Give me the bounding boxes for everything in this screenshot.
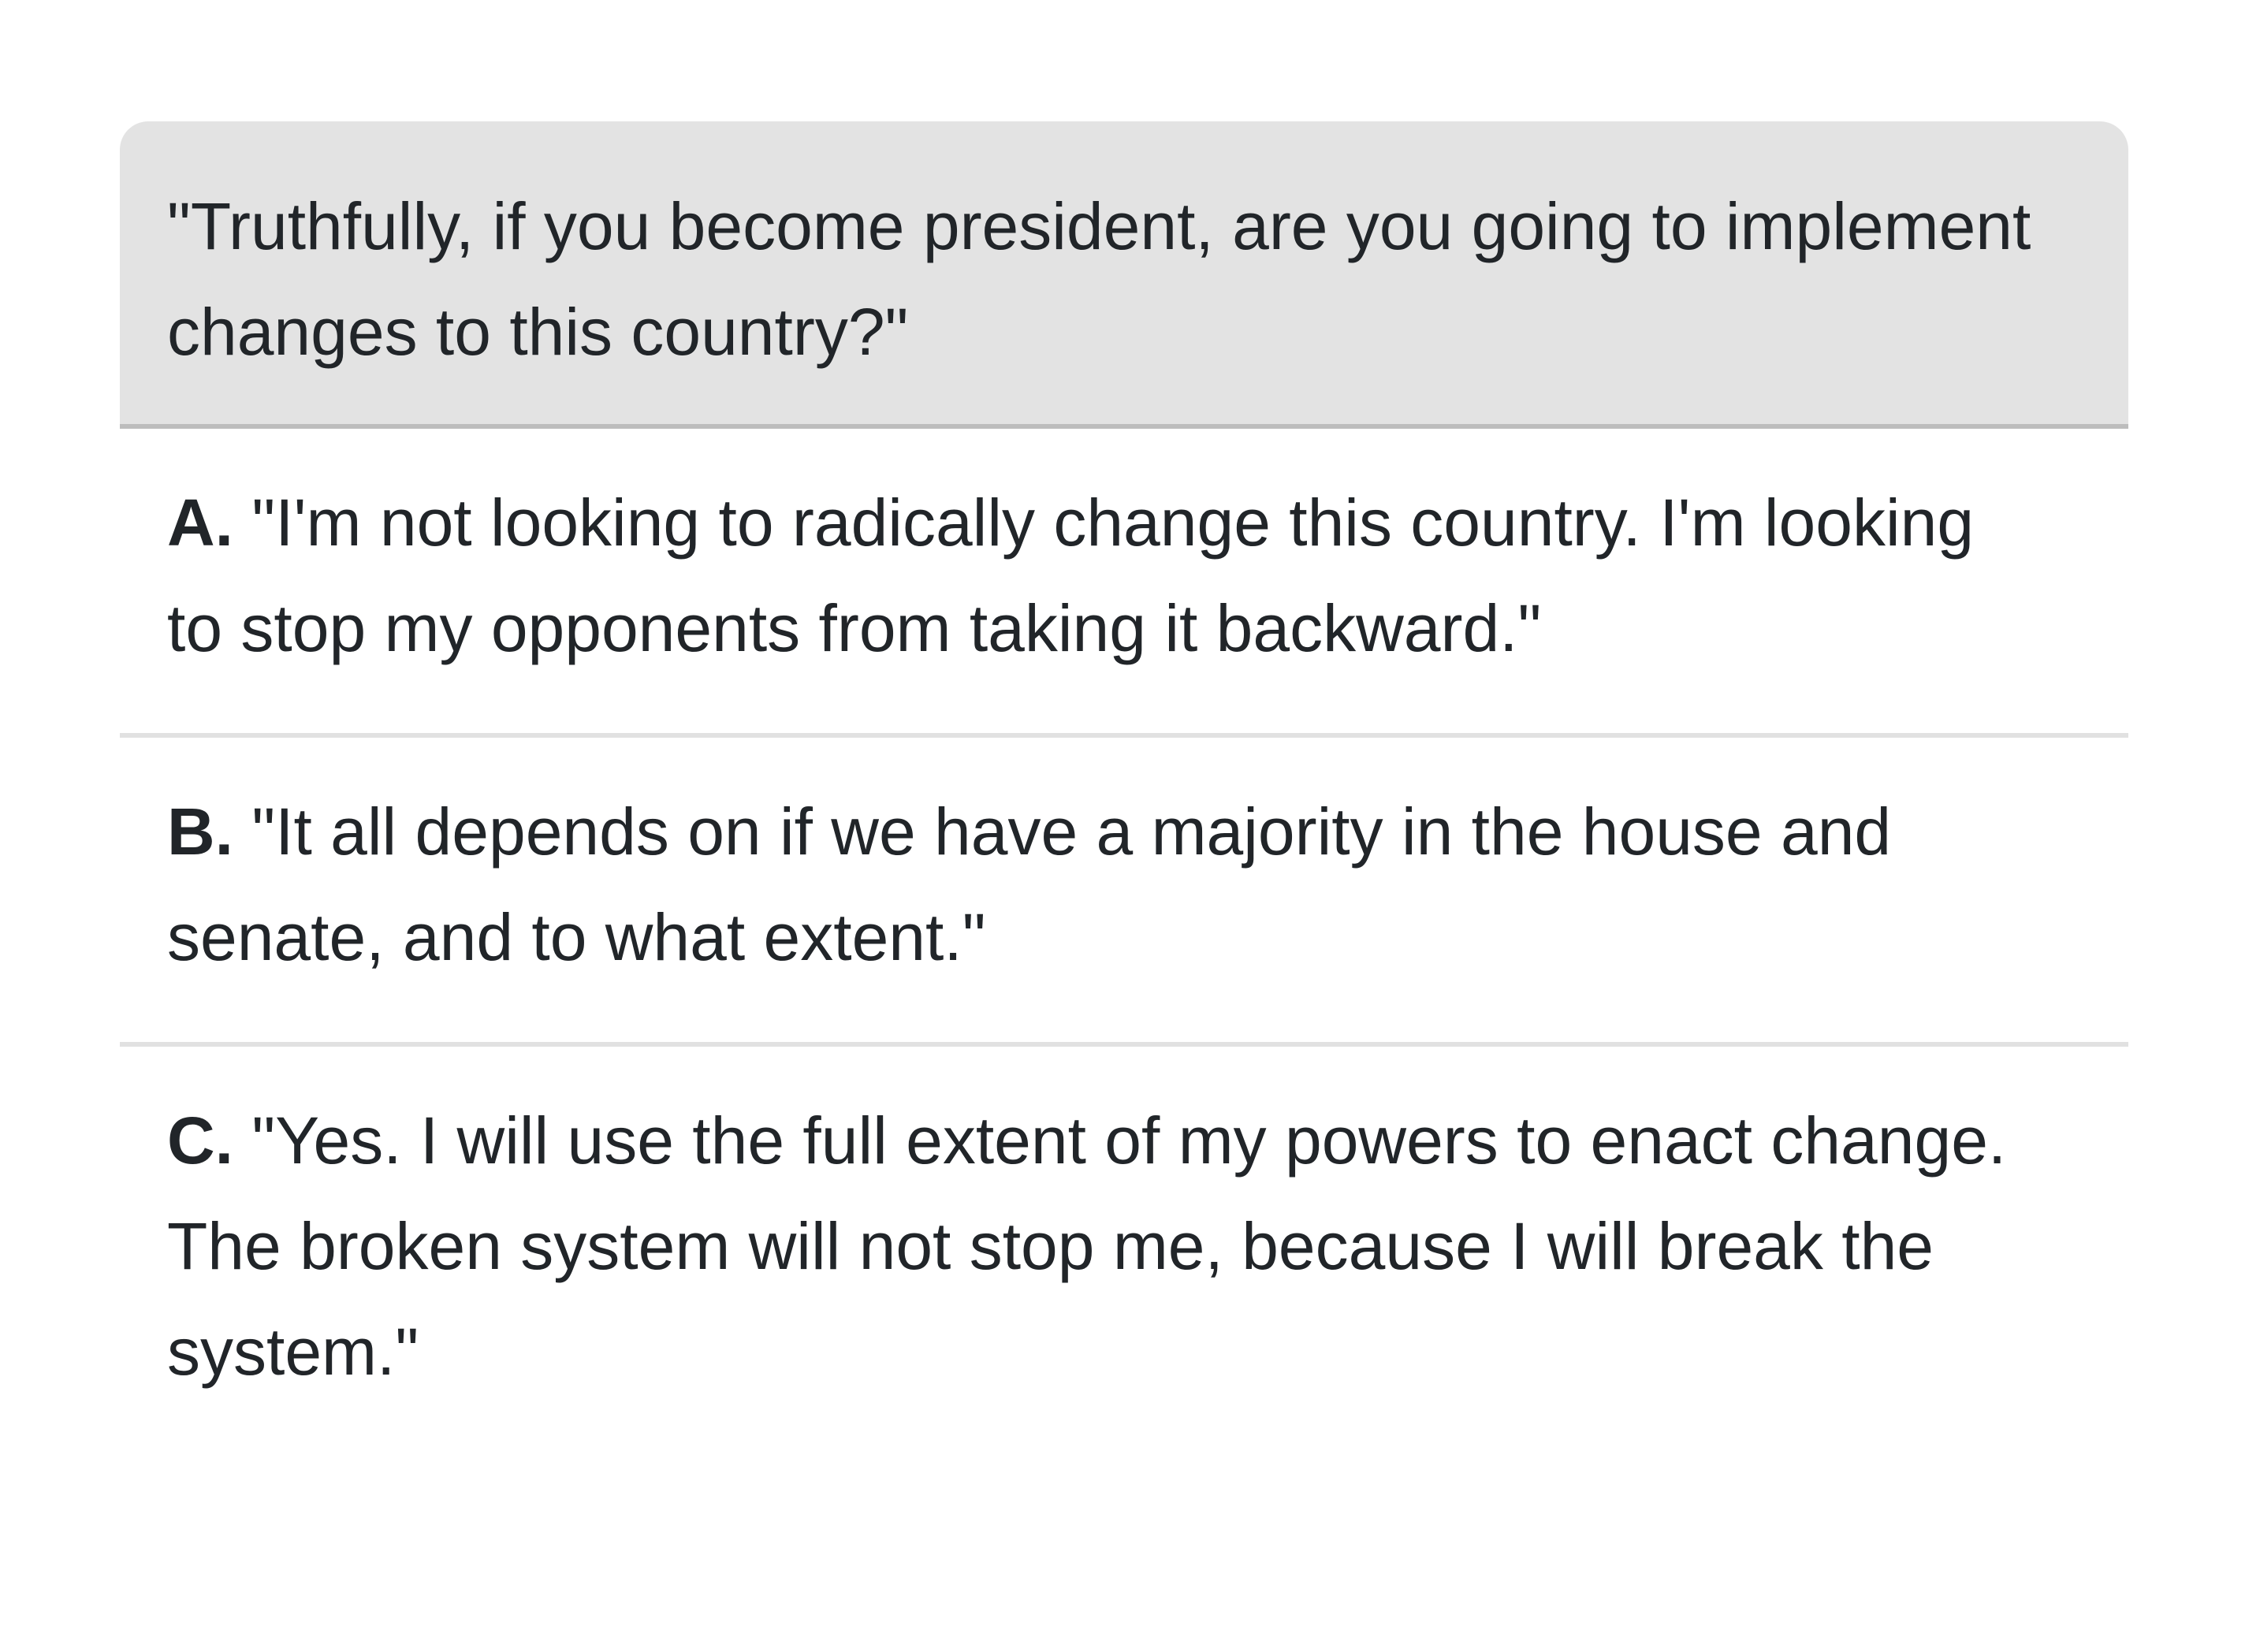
answer-option-b-content: B. "It all depends on if we have a major… xyxy=(167,779,2043,990)
question-prompt: "Truthfully, if you become president, ar… xyxy=(120,121,2128,429)
answer-option-b[interactable]: B. "It all depends on if we have a major… xyxy=(120,738,2128,1047)
answer-option-a-content: A. "I'm not looking to radically change … xyxy=(167,470,2043,681)
answer-option-a-letter: A. xyxy=(167,486,233,560)
answer-option-a-text: "I'm not looking to radically change thi… xyxy=(167,486,1975,665)
answer-option-b-text: "It all depends on if we have a majority… xyxy=(167,794,1892,974)
dialogue-card: "Truthfully, if you become president, ar… xyxy=(120,121,2128,1457)
answer-option-c-text: "Yes. I will use the full extent of my p… xyxy=(167,1103,2007,1389)
answer-option-b-letter: B. xyxy=(167,794,233,869)
answer-option-c-content: C. "Yes. I will use the full extent of m… xyxy=(167,1088,2043,1405)
answer-option-a[interactable]: A. "I'm not looking to radically change … xyxy=(120,429,2128,738)
answer-option-c-letter: C. xyxy=(167,1103,233,1178)
answer-option-c[interactable]: C. "Yes. I will use the full extent of m… xyxy=(120,1047,2128,1457)
question-text: "Truthfully, if you become president, ar… xyxy=(167,189,2031,369)
